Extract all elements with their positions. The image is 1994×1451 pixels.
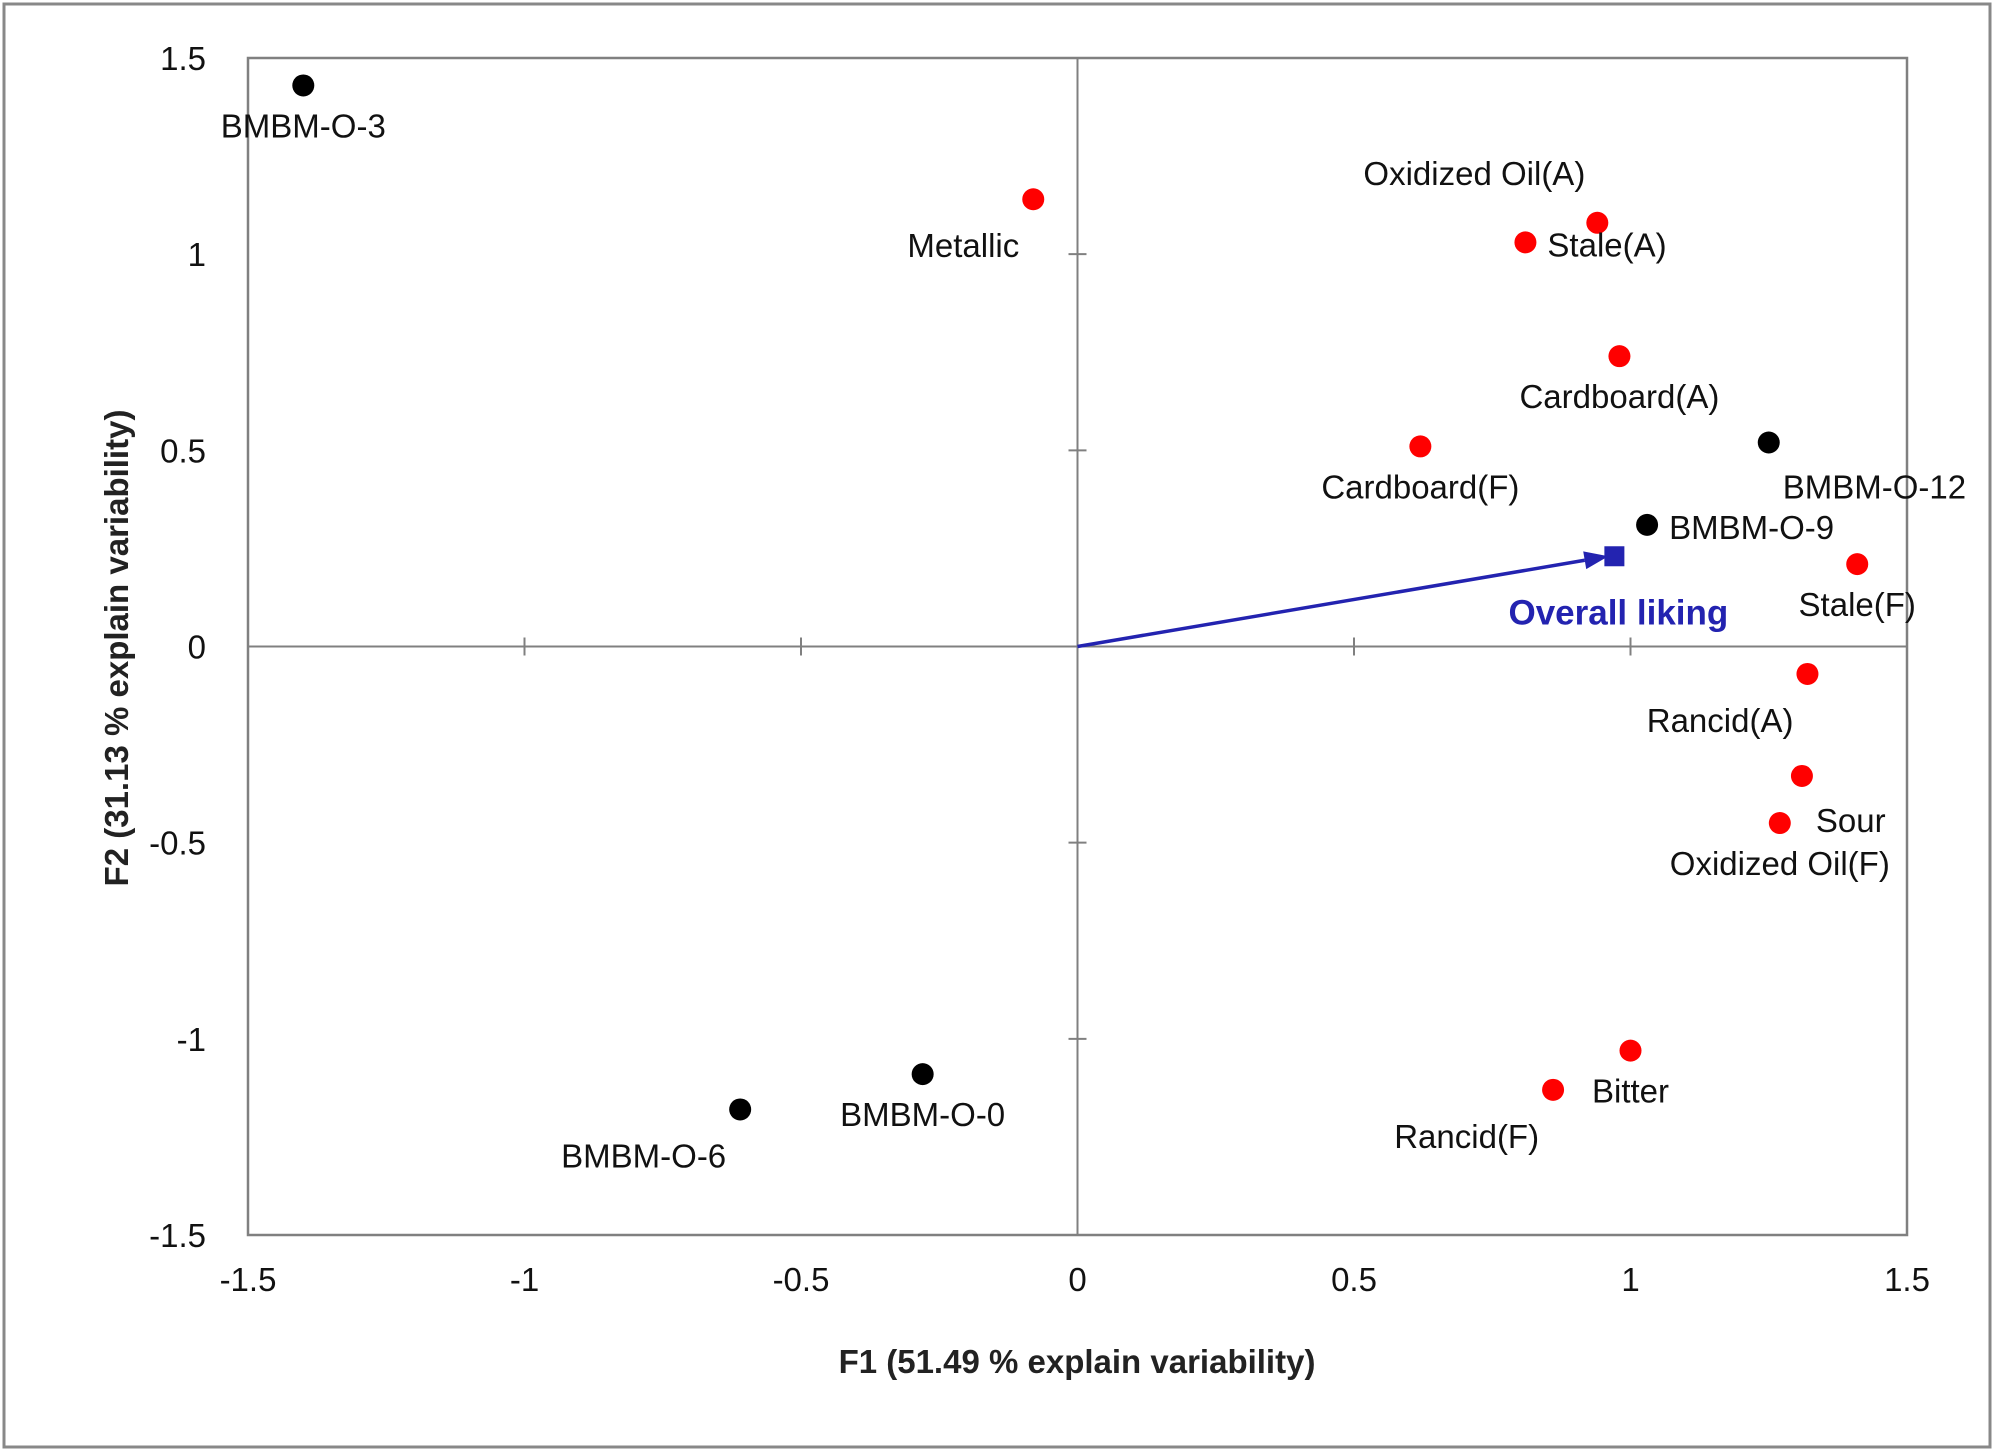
point-labels: BMBM-O-3 BMBM-O-12 BMBM-O-9 BMBM-O-0 BMBM-O-… xyxy=(221,107,1966,1174)
overall-liking-vector: Overall liking xyxy=(1077,546,1728,649)
x-tick-label: -1 xyxy=(510,1261,539,1298)
point-label: Cardboard(A) xyxy=(1519,378,1719,415)
data-point xyxy=(1636,513,1659,536)
point-label: BMBM-O-12 xyxy=(1783,468,1966,505)
point-label: Metallic xyxy=(907,227,1019,264)
data-point xyxy=(1768,812,1791,835)
data-point xyxy=(1757,431,1780,454)
x-tick-label: 1 xyxy=(1621,1261,1639,1298)
point-label: Oxidized Oil(A) xyxy=(1363,155,1585,192)
data-point xyxy=(1586,211,1609,234)
point-label: Oxidized Oil(F) xyxy=(1670,845,1890,882)
vector-arrowhead xyxy=(1583,551,1609,570)
x-tick-label: 1.5 xyxy=(1884,1261,1930,1298)
point-label: BMBM-O-3 xyxy=(221,107,386,144)
x-axis-tick-labels: -1.5 -1 -0.5 0 0.5 1 1.5 xyxy=(220,1261,1930,1298)
y-tick-label: 1.5 xyxy=(160,40,206,77)
data-point xyxy=(292,74,315,97)
point-label: Sour xyxy=(1816,802,1886,839)
point-label: Cardboard(F) xyxy=(1321,468,1519,505)
point-label: BMBM-O-6 xyxy=(561,1137,726,1174)
vector-endpoint-marker xyxy=(1604,546,1625,567)
x-tick-label: 0 xyxy=(1068,1261,1086,1298)
y-tick-label: -1.5 xyxy=(149,1217,206,1254)
axis-ticks xyxy=(523,253,1632,1040)
data-point xyxy=(911,1063,934,1086)
x-tick-label: -1.5 xyxy=(220,1261,277,1298)
data-point xyxy=(1608,345,1631,368)
x-tick-label: 0.5 xyxy=(1331,1261,1377,1298)
point-label: Rancid(F) xyxy=(1394,1118,1539,1155)
point-label: Bitter xyxy=(1592,1073,1669,1110)
y-tick-label: 0 xyxy=(188,629,206,666)
x-tick-label: -0.5 xyxy=(773,1261,830,1298)
point-label: Stale(A) xyxy=(1547,226,1666,263)
data-point xyxy=(1022,188,1045,211)
vector-line xyxy=(1077,558,1586,649)
y-tick-label: -1 xyxy=(177,1021,206,1058)
point-label: BMBM-O-0 xyxy=(840,1096,1005,1133)
data-point xyxy=(1790,764,1813,787)
point-label: Rancid(A) xyxy=(1647,702,1794,739)
data-point xyxy=(1542,1078,1565,1101)
data-point xyxy=(1846,553,1869,576)
y-tick-label: -0.5 xyxy=(149,825,206,862)
data-point xyxy=(1796,662,1819,685)
vector-label: Overall liking xyxy=(1508,593,1728,632)
y-axis-tick-labels: -1.5 -1 -0.5 0 0.5 1 1.5 xyxy=(149,40,206,1254)
x-axis-title: F1 (51.49 % explain variability) xyxy=(839,1343,1316,1380)
y-axis-title: F2 (31.13 % explain variability) xyxy=(98,410,135,887)
y-tick-label: 1 xyxy=(188,236,206,273)
data-point xyxy=(1619,1039,1642,1062)
point-label: BMBM-O-9 xyxy=(1669,509,1834,546)
data-point xyxy=(729,1098,752,1121)
point-label: Stale(F) xyxy=(1799,586,1916,623)
y-tick-label: 0.5 xyxy=(160,432,206,469)
data-point xyxy=(1514,231,1537,254)
scatter-points xyxy=(292,74,1869,1121)
data-point xyxy=(1409,435,1432,458)
